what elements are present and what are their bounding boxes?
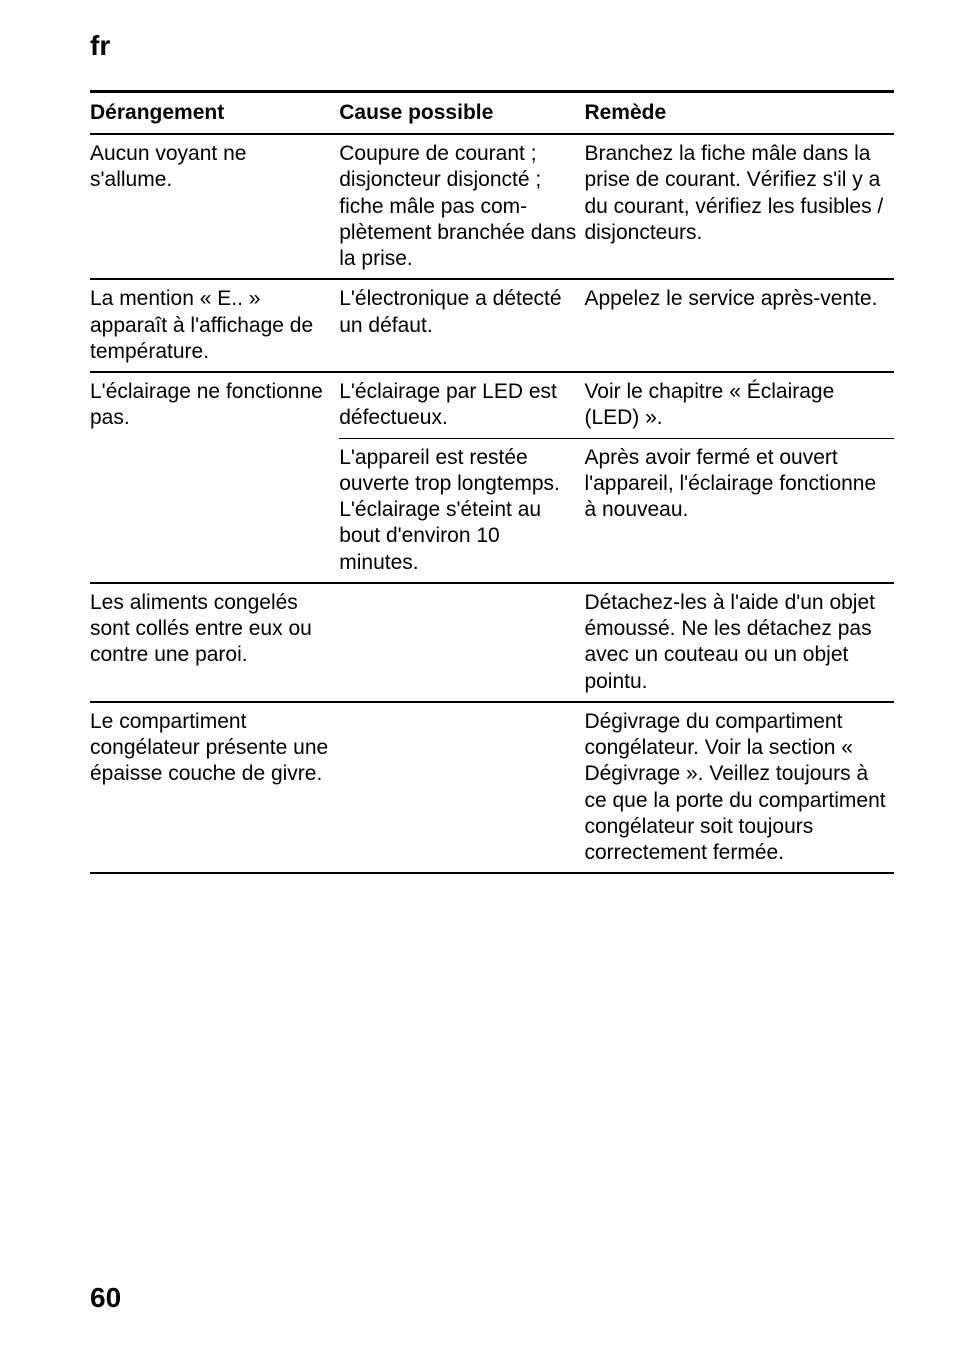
cell-cause: L'appareil est restée ouverte trop longt… <box>339 438 584 583</box>
col-header-cause: Cause possible <box>339 92 584 135</box>
col-header-remede: Remède <box>584 92 894 135</box>
table-row: La mention « E.. » apparaît à l'affichag… <box>90 279 894 372</box>
cell-derangement: Les aliments congelés sont collés entre … <box>90 583 339 702</box>
table-row: Aucun voyant ne s'allume. Coupure de cou… <box>90 134 894 279</box>
cell-derangement: Le compartiment congélateur présente une… <box>90 702 339 874</box>
cell-cause: L'éclairage par LED est défectueux. <box>339 372 584 438</box>
troubleshoot-table: Dérangement Cause possible Remède Aucun … <box>90 90 894 874</box>
cell-remede: Dégivrage du compartiment congélateur. V… <box>584 702 894 874</box>
cell-cause <box>339 583 584 702</box>
cell-cause <box>339 702 584 874</box>
cell-derangement: La mention « E.. » apparaît à l'affichag… <box>90 279 339 372</box>
table-row: Les aliments congelés sont collés entre … <box>90 583 894 702</box>
table-row: Le compartiment congélateur présente une… <box>90 702 894 874</box>
cell-remede: Après avoir fermé et ouvert l'appareil, … <box>584 438 894 583</box>
page-number: 60 <box>90 1282 121 1314</box>
table-header-row: Dérangement Cause possible Remède <box>90 92 894 135</box>
cell-derangement: Aucun voyant ne s'allume. <box>90 134 339 279</box>
col-header-derangement: Dérangement <box>90 92 339 135</box>
cell-remede: Branchez la fiche mâle dans la prise de … <box>584 134 894 279</box>
cell-derangement: L'éclairage ne fonctionne pas. <box>90 372 339 583</box>
table-row: L'éclairage ne fonctionne pas. L'éclaira… <box>90 372 894 438</box>
cell-remede: Voir le chapitre « Éclairage (LED) ». <box>584 372 894 438</box>
language-label: fr <box>90 30 894 62</box>
cell-remede: Appelez le service après-vente. <box>584 279 894 372</box>
cell-remede: Détachez-les à l'aide d'un objet émoussé… <box>584 583 894 702</box>
cell-cause: Coupure de courant ; disjoncteur disjonc… <box>339 134 584 279</box>
cell-cause: L'électronique a détecté un défaut. <box>339 279 584 372</box>
